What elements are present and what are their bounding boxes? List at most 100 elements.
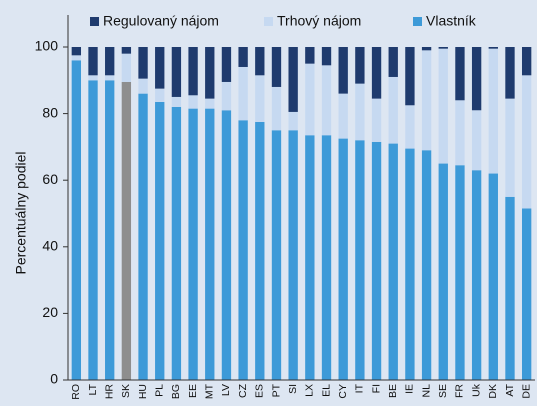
- bar-segment: [421, 150, 432, 380]
- bar-segment: [421, 50, 432, 151]
- y-tick-label: 100: [35, 38, 59, 54]
- bar-segment: [455, 100, 465, 166]
- x-tick-label: BG: [170, 384, 182, 399]
- bar-segment: [438, 48, 448, 164]
- bar-segment: [438, 47, 448, 49]
- y-tick-label: 20: [42, 304, 58, 320]
- bar-segment: [305, 135, 315, 380]
- bar-segment: [505, 98, 515, 197]
- bar-segment: [271, 86, 282, 131]
- legend-label: Trhový nájom: [277, 13, 361, 29]
- bar-segment: [155, 47, 165, 89]
- x-tick-label: PL: [154, 384, 166, 397]
- bar-segment: [371, 98, 382, 142]
- bar-segment: [238, 47, 248, 67]
- y-tick-label: 0: [50, 371, 58, 387]
- x-tick-label: HU: [137, 384, 149, 399]
- bar-segment: [205, 108, 215, 380]
- x-tick-label: NL: [420, 384, 432, 398]
- bar-segment: [121, 47, 132, 54]
- bar-segment: [155, 88, 165, 102]
- bar-segment: [71, 47, 82, 56]
- bar-segment: [221, 110, 232, 381]
- bar-segment: [471, 47, 482, 111]
- bar-segment: [71, 60, 82, 380]
- bar-segment: [388, 47, 398, 77]
- bar-segment: [105, 75, 115, 81]
- bar-segment: [471, 110, 482, 171]
- x-tick-label: EL: [320, 384, 332, 397]
- x-tick-label: AT: [504, 383, 516, 396]
- bar-segment: [138, 47, 148, 79]
- x-tick-label: HR: [103, 384, 115, 400]
- x-tick-label: FR: [454, 384, 466, 398]
- x-tick-label: RO: [70, 384, 82, 400]
- bar-segment: [388, 143, 398, 380]
- x-tick-label: DE: [520, 384, 532, 399]
- bar-segment: [105, 80, 115, 381]
- bar-segment: [205, 47, 215, 99]
- bar-segment: [155, 101, 165, 380]
- bar-segment: [171, 106, 182, 380]
- legend-label: Regulovaný nájom: [103, 13, 219, 29]
- x-tick-label: IT: [354, 383, 366, 393]
- x-tick-label: LV: [220, 384, 232, 396]
- bar-segment: [305, 63, 315, 136]
- bar-segment: [471, 170, 482, 380]
- legend-label: Vlastník: [426, 13, 477, 29]
- x-tick-label: Uk: [470, 383, 482, 397]
- x-tick-label: SK: [120, 384, 132, 398]
- bar-segment: [321, 65, 332, 136]
- bar-segment: [288, 130, 298, 380]
- x-tick-label: CY: [337, 384, 349, 399]
- bar-segment: [321, 47, 332, 66]
- bar-segment: [88, 47, 98, 76]
- legend-swatch: [90, 17, 99, 26]
- bar-segment: [238, 120, 248, 380]
- bar-segment: [71, 55, 82, 61]
- bar-segment: [488, 48, 498, 174]
- bar-segment: [221, 81, 232, 111]
- bar-segment: [338, 47, 348, 94]
- bar-segment: [405, 148, 415, 380]
- bar-segment: [521, 75, 532, 209]
- bar-segment: [488, 47, 498, 49]
- bar-segment: [421, 47, 432, 51]
- bar-segment: [321, 135, 332, 380]
- bar-segment: [105, 47, 115, 76]
- legend-swatch: [413, 17, 422, 26]
- bar-segment: [255, 75, 265, 122]
- bar-segment: [138, 78, 148, 94]
- bar-segment: [188, 47, 198, 96]
- bar-segment: [505, 47, 515, 99]
- x-tick-label: MT: [204, 383, 216, 399]
- y-axis-label: Percentuálny podiel: [13, 152, 29, 275]
- bar-segment: [88, 80, 98, 381]
- x-tick-label: DK: [487, 384, 499, 399]
- x-tick-label: LX: [304, 384, 316, 397]
- bar-segment: [121, 53, 132, 82]
- x-tick-label: ES: [254, 384, 266, 398]
- bar-segment: [238, 66, 248, 121]
- x-tick-label: BE: [387, 384, 399, 398]
- x-tick-label: IE: [404, 384, 416, 394]
- bar-segment: [338, 93, 348, 139]
- x-tick-label: EE: [187, 384, 199, 398]
- x-tick-label: SE: [437, 384, 449, 398]
- bar-segment: [405, 105, 415, 149]
- bar-segment: [455, 165, 465, 380]
- y-tick-label: 60: [42, 171, 58, 187]
- bar-segment: [271, 130, 282, 380]
- bar-segment: [271, 47, 282, 87]
- bar-segment: [505, 196, 515, 380]
- bar-segment: [288, 111, 298, 131]
- bar-segment: [455, 47, 465, 101]
- bar-segment: [138, 93, 148, 381]
- bar-segment: [121, 81, 132, 380]
- legend-swatch: [264, 17, 273, 26]
- y-tick-label: 40: [42, 238, 58, 254]
- bar-segment: [488, 173, 498, 380]
- bar-segment: [188, 108, 198, 380]
- bar-segment: [188, 95, 198, 109]
